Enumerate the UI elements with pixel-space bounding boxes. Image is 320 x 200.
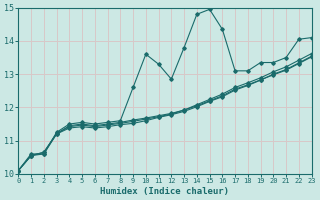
X-axis label: Humidex (Indice chaleur): Humidex (Indice chaleur) (100, 187, 229, 196)
